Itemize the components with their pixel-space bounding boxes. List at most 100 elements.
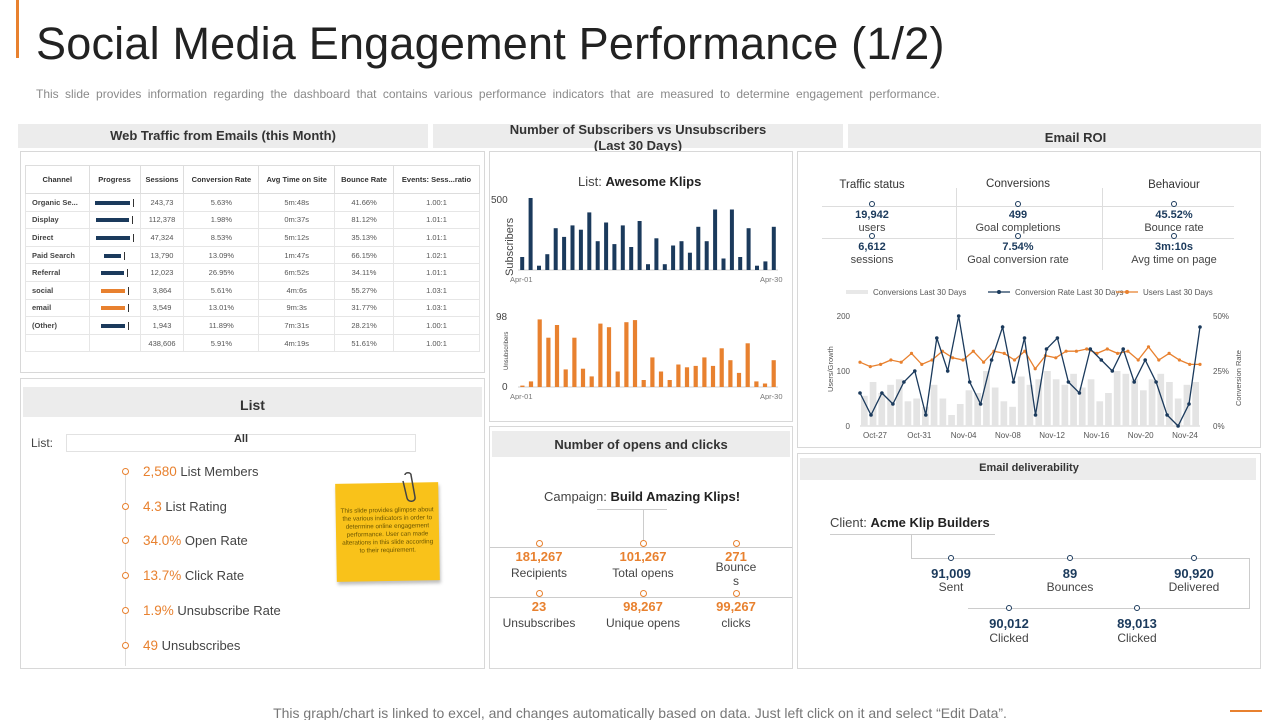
unsubscribers-bar xyxy=(528,381,534,387)
web-traffic-panel: Channel Progress Sessions Conversion Rate Av… xyxy=(20,151,485,373)
unsubscribers-bar xyxy=(598,323,603,387)
channel-cell: (Other) xyxy=(25,316,90,335)
users-point xyxy=(1012,358,1017,362)
opens-node-icon xyxy=(536,590,543,597)
unsubscribers-max-tick: 98 xyxy=(496,312,508,323)
events-cell: 1.00:1 xyxy=(392,316,481,335)
progress-bar xyxy=(100,306,125,311)
opens-metric-label: Total opens xyxy=(612,566,674,580)
conversions-bar xyxy=(965,390,973,427)
avg_time-cell: 6m:52s xyxy=(258,263,336,282)
left-tick: 200 xyxy=(837,312,851,321)
x-tick-label: Nov-04 xyxy=(951,431,977,440)
list-item-value: 1.9% xyxy=(143,602,174,618)
x-tick-label: Nov-20 xyxy=(1128,431,1154,440)
conversions-bar xyxy=(1017,376,1025,426)
subscribers-bar xyxy=(612,244,617,270)
sticky-note: This slide provides glimpse about the va… xyxy=(335,482,440,582)
unsubscribers-bar xyxy=(641,380,646,387)
conversion-cell: 8.53% xyxy=(183,228,260,247)
opens-panel: Number of opens and clicks Campaign: Bui… xyxy=(489,426,793,669)
progress-bar xyxy=(96,218,130,223)
users-point xyxy=(1085,347,1089,351)
unsubscribers-bar xyxy=(606,327,612,387)
conversion-rate-point xyxy=(967,380,972,384)
conversion-rate-point xyxy=(1077,391,1082,395)
conversions-bar xyxy=(1157,373,1165,427)
unsubscribers-bar xyxy=(554,325,560,387)
subscribers-bar xyxy=(738,257,743,270)
table-row: Organic Se... 243,73 5.63% 5m:48s 41.66% 1.00… xyxy=(25,193,481,212)
list-item: 2,580 List Members xyxy=(143,464,258,479)
conversions-bar xyxy=(991,387,999,426)
users-point xyxy=(951,356,955,360)
users-point xyxy=(879,362,883,366)
bounce-cell: 66.15% xyxy=(334,245,394,265)
opens-node-icon xyxy=(640,590,647,597)
sticky-note-text: This slide provides glimpse about the va… xyxy=(340,506,434,555)
conversion-rate-point xyxy=(880,391,884,395)
list-item: 49 Unsubscribes xyxy=(143,638,240,653)
unsubscribers-bar xyxy=(546,337,551,387)
deliverability-node-icon xyxy=(1067,555,1073,561)
conversion-rate-point xyxy=(1066,380,1071,384)
users-point xyxy=(1023,349,1027,353)
deliverability-node-icon xyxy=(1191,555,1197,561)
legend-label: Conversions Last 30 Days xyxy=(873,288,966,297)
unsubscribers-bar xyxy=(589,376,594,387)
unsubscribers-bar-chart: 98 0 Unsubscribers Apr-01 Apr-30 xyxy=(496,312,783,400)
subscribers-bar xyxy=(595,241,600,270)
conversion-rate-point xyxy=(1110,369,1115,373)
list-bullet-icon xyxy=(122,468,129,475)
opens-header-bar xyxy=(492,431,790,457)
conversions-bar xyxy=(1070,373,1077,427)
progress-target-tick xyxy=(132,216,134,225)
subscribers-bar xyxy=(704,241,709,270)
table-row: email 3,549 13.01% 9m:3s 31.77% 1.03:1 xyxy=(25,298,481,318)
progress-target-tick xyxy=(133,198,135,207)
total-avg_time-cell: 4m:19s xyxy=(258,333,336,353)
list-item-label: List Rating xyxy=(165,498,227,514)
roi-col-divider-1 xyxy=(956,188,957,270)
users-point xyxy=(868,365,872,369)
list-item-label: List Members xyxy=(180,464,259,479)
list-filter-select[interactable]: All xyxy=(66,434,416,452)
progress-target-tick xyxy=(127,304,129,313)
subscribers-title-line1: Number of Subscribers vs Unsubscribers xyxy=(509,122,767,137)
progress-cell xyxy=(88,193,141,212)
unsubscribers-bar xyxy=(745,343,750,387)
users-point xyxy=(1105,347,1109,351)
subscribers-bar xyxy=(646,264,650,270)
roi-metric-value: 499 xyxy=(1008,209,1028,221)
subscribers-bar xyxy=(520,257,525,270)
conversions-bar xyxy=(1148,379,1156,427)
conversion-rate-point xyxy=(1143,358,1147,362)
roi-column-header: Traffic status xyxy=(839,179,905,191)
subscribers-bar xyxy=(587,212,592,270)
progress-cell xyxy=(88,263,141,282)
paperclip-icon xyxy=(402,472,416,502)
deliverability-value: 90,920 xyxy=(1174,566,1214,581)
list-item: 1.9% Unsubscribe Rate xyxy=(143,603,281,618)
users-point xyxy=(971,349,975,353)
conversion-rate-point xyxy=(945,369,950,373)
roi-metric-value: 3m:10s xyxy=(1155,241,1193,253)
list-item-value: 49 xyxy=(143,637,159,653)
sessions-cell: 112,378 xyxy=(139,210,185,230)
sessions-cell: 12,023 xyxy=(139,263,185,282)
list-filter-label: List: xyxy=(31,436,54,450)
unsubscribers-axis-label: Unsubscribers xyxy=(504,332,510,370)
subscribers-bar xyxy=(578,229,583,270)
conversions-bar xyxy=(956,404,964,426)
opens-row2-line xyxy=(490,597,792,598)
list-item: 13.7% Click Rate xyxy=(143,568,244,583)
bounce-cell: 41.66% xyxy=(334,193,394,212)
conversion-rate-point xyxy=(858,391,862,395)
conversions-bar xyxy=(878,393,886,426)
subscribers-bar xyxy=(746,228,751,270)
conversions-bar xyxy=(1009,406,1016,427)
conversion-rate-point xyxy=(1044,347,1049,351)
footer-note: This graph/chart is linked to excel, and… xyxy=(273,705,1007,720)
conversions-bar xyxy=(1000,401,1008,427)
subscribers-title-line2: (Last 30 Days) xyxy=(593,138,683,153)
